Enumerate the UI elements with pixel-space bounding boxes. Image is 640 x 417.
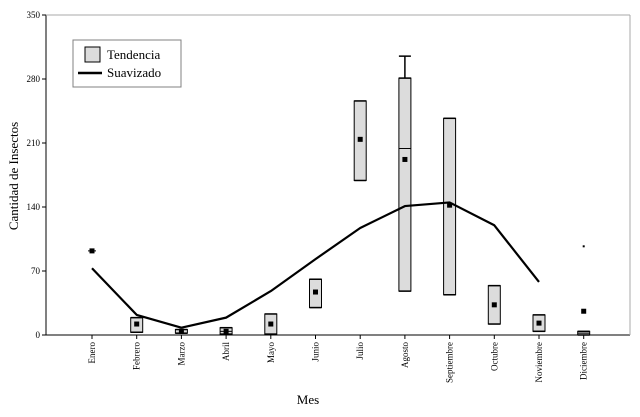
box-mean-marker	[581, 308, 587, 314]
y-tick-label: 70	[31, 266, 41, 276]
box-mean-marker	[178, 328, 184, 334]
plot-frame	[45, 14, 631, 336]
x-axis: Enero Febrero Marzo Abril Mayo Junio Julio Agos…	[87, 335, 589, 383]
box-mean-marker	[491, 302, 497, 308]
x-tick-label: Octubre	[489, 342, 499, 371]
box-mean-marker	[536, 320, 542, 326]
y-tick-label: 350	[27, 10, 41, 20]
x-tick-label: Julio	[355, 342, 365, 360]
line-series-path	[91, 201, 540, 329]
x-tick-label: Junio	[311, 342, 321, 362]
box-mean-marker	[134, 321, 140, 327]
x-tick-label: Agosto	[400, 342, 410, 369]
boxes	[88, 55, 591, 336]
box-mean-marker	[313, 289, 318, 295]
x-tick-label: Enero	[87, 342, 97, 364]
legend-box-swatch	[84, 46, 101, 63]
x-tick-label: Septiembre	[445, 342, 455, 383]
box-mean-marker	[89, 248, 95, 254]
x-tick-label: Abril	[221, 342, 231, 361]
legend: Tendencia Suavizado	[72, 39, 182, 88]
x-axis-title: Mes	[297, 392, 319, 407]
box-mean-marker	[402, 156, 408, 162]
box	[398, 77, 412, 292]
x-tick-label: Febrero	[132, 342, 142, 370]
box-mean-marker	[268, 321, 274, 327]
x-tick-label: Noviembre	[534, 342, 544, 383]
y-axis-title: Cantidad de Insectos	[6, 122, 21, 230]
y-tick-label: 280	[27, 74, 41, 84]
x-tick-label: Mayo	[266, 342, 276, 363]
box-mean-marker	[357, 136, 363, 142]
y-tick-label: 140	[27, 202, 41, 212]
smoothed-line	[91, 201, 540, 329]
y-tick-label: 210	[27, 138, 41, 148]
box-mean-marker	[223, 328, 229, 334]
y-tick-label: 0	[36, 330, 41, 340]
x-tick-label: Diciembre	[579, 342, 589, 380]
y-axis: 0 70 140 210 280 350	[27, 10, 46, 340]
box-outlier	[582, 245, 585, 248]
legend-line-label: Suavizado	[107, 65, 161, 80]
x-tick-label: Marzo	[176, 342, 186, 366]
box-mean-marker	[447, 202, 453, 208]
legend-box-label: Tendencia	[107, 47, 160, 62]
